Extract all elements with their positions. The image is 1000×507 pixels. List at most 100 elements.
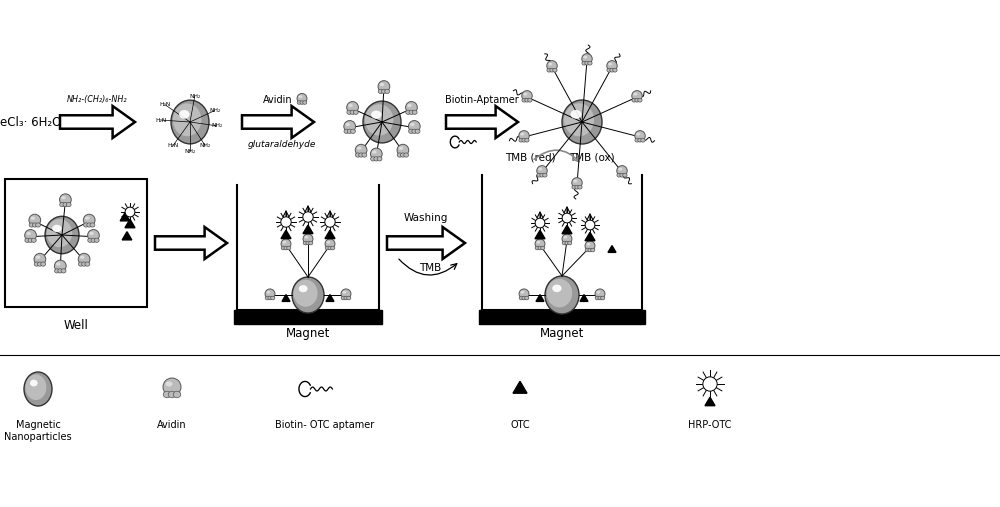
Text: TMB: TMB xyxy=(419,263,441,273)
Polygon shape xyxy=(705,397,715,406)
Ellipse shape xyxy=(553,68,557,72)
Ellipse shape xyxy=(635,138,639,142)
Ellipse shape xyxy=(34,254,46,265)
Ellipse shape xyxy=(265,296,269,300)
Polygon shape xyxy=(155,227,227,259)
Polygon shape xyxy=(122,232,132,240)
Ellipse shape xyxy=(94,238,99,242)
Ellipse shape xyxy=(87,223,92,227)
Ellipse shape xyxy=(31,238,36,242)
Text: NH₂: NH₂ xyxy=(200,143,211,148)
Ellipse shape xyxy=(344,121,356,132)
Ellipse shape xyxy=(380,83,384,86)
Ellipse shape xyxy=(563,236,567,239)
Ellipse shape xyxy=(620,173,624,177)
Ellipse shape xyxy=(585,61,589,65)
Ellipse shape xyxy=(166,381,173,386)
Ellipse shape xyxy=(32,223,37,227)
Ellipse shape xyxy=(168,391,176,398)
Ellipse shape xyxy=(635,98,639,102)
Ellipse shape xyxy=(355,144,367,156)
Ellipse shape xyxy=(572,177,582,188)
Polygon shape xyxy=(60,106,135,138)
Polygon shape xyxy=(325,230,335,239)
Ellipse shape xyxy=(400,153,405,157)
Circle shape xyxy=(125,207,135,217)
Ellipse shape xyxy=(60,202,65,207)
Ellipse shape xyxy=(520,291,524,294)
Ellipse shape xyxy=(294,280,318,307)
Text: Washing: Washing xyxy=(404,213,448,223)
Ellipse shape xyxy=(34,262,39,266)
Text: TMB (ox): TMB (ox) xyxy=(569,152,615,162)
Polygon shape xyxy=(326,295,334,301)
Ellipse shape xyxy=(55,269,59,273)
Ellipse shape xyxy=(36,223,40,227)
Ellipse shape xyxy=(409,110,414,115)
Ellipse shape xyxy=(325,239,335,249)
Text: NH₂: NH₂ xyxy=(189,94,200,99)
Polygon shape xyxy=(608,245,616,252)
Polygon shape xyxy=(242,106,314,138)
Ellipse shape xyxy=(265,289,275,299)
Circle shape xyxy=(562,213,572,223)
Ellipse shape xyxy=(85,216,90,220)
Ellipse shape xyxy=(377,157,382,161)
Ellipse shape xyxy=(173,103,201,136)
Text: Avidin: Avidin xyxy=(263,94,293,104)
Ellipse shape xyxy=(299,285,308,293)
Ellipse shape xyxy=(378,81,390,92)
Ellipse shape xyxy=(607,61,617,71)
Bar xyxy=(5,179,147,307)
Ellipse shape xyxy=(266,291,270,294)
Polygon shape xyxy=(562,225,572,234)
Ellipse shape xyxy=(613,68,617,72)
Ellipse shape xyxy=(617,173,621,177)
Ellipse shape xyxy=(28,238,33,242)
Ellipse shape xyxy=(596,291,600,294)
Circle shape xyxy=(535,218,545,228)
Text: Magnet: Magnet xyxy=(540,327,584,340)
Ellipse shape xyxy=(638,138,642,142)
Ellipse shape xyxy=(583,56,587,58)
Ellipse shape xyxy=(573,179,577,183)
Ellipse shape xyxy=(588,248,592,252)
Text: FeCl₃· 6H₂O: FeCl₃· 6H₂O xyxy=(0,116,62,128)
Ellipse shape xyxy=(540,173,544,177)
Polygon shape xyxy=(513,381,527,393)
Ellipse shape xyxy=(618,168,622,170)
Ellipse shape xyxy=(520,133,524,135)
Ellipse shape xyxy=(173,391,181,398)
Ellipse shape xyxy=(562,241,566,245)
Ellipse shape xyxy=(522,91,532,101)
Text: Avidin: Avidin xyxy=(157,420,187,430)
Ellipse shape xyxy=(351,129,355,133)
Ellipse shape xyxy=(519,296,523,300)
Ellipse shape xyxy=(30,380,38,386)
Ellipse shape xyxy=(571,110,582,119)
Ellipse shape xyxy=(588,61,592,65)
Ellipse shape xyxy=(303,101,307,104)
Ellipse shape xyxy=(331,246,335,250)
Ellipse shape xyxy=(292,277,324,313)
Ellipse shape xyxy=(84,223,88,227)
Ellipse shape xyxy=(397,144,409,156)
Text: NH₂-(CH₂)₆-NH₂: NH₂-(CH₂)₆-NH₂ xyxy=(67,94,128,103)
Ellipse shape xyxy=(595,296,599,300)
Ellipse shape xyxy=(410,123,415,126)
Ellipse shape xyxy=(636,133,640,135)
Ellipse shape xyxy=(371,111,382,119)
Ellipse shape xyxy=(271,296,275,300)
Ellipse shape xyxy=(538,246,542,250)
Polygon shape xyxy=(282,295,290,301)
Ellipse shape xyxy=(586,243,590,245)
Ellipse shape xyxy=(522,98,526,102)
Ellipse shape xyxy=(572,185,576,189)
Ellipse shape xyxy=(347,110,352,115)
Ellipse shape xyxy=(347,296,351,300)
Ellipse shape xyxy=(37,262,42,266)
Ellipse shape xyxy=(535,246,539,250)
Ellipse shape xyxy=(564,103,594,136)
Ellipse shape xyxy=(82,262,87,266)
Ellipse shape xyxy=(575,185,579,189)
